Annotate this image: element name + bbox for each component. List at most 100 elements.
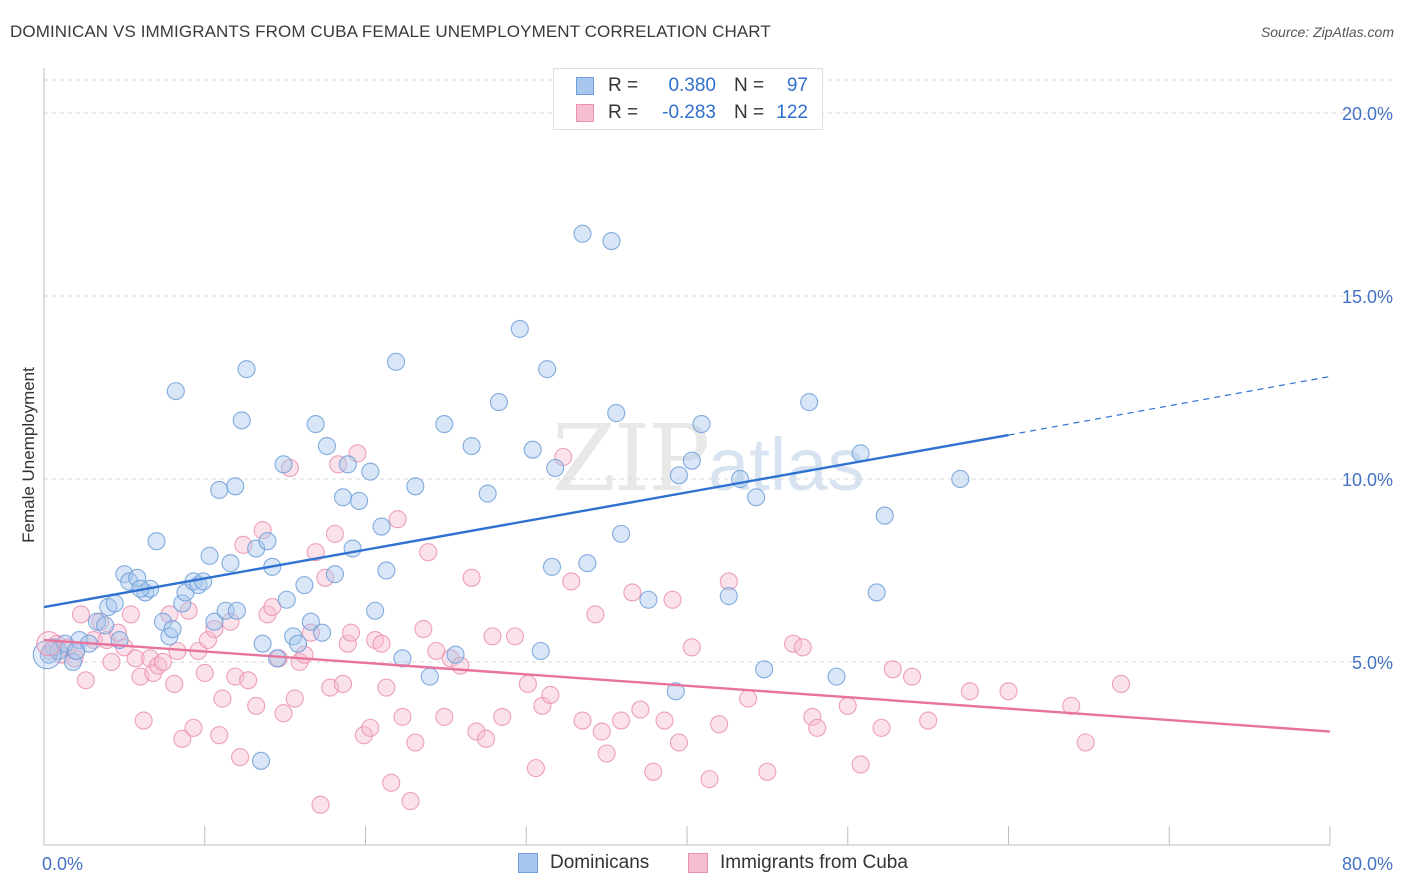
blue-data-point [63,652,82,672]
legend-r-label: R = [608,102,639,123]
pink-data-point [263,598,282,617]
legend-r-label: R = [608,75,639,96]
blue-data-point [546,458,565,478]
pink-data-point [274,704,293,723]
pink-data-point [803,707,822,726]
legend-item-cuba[interactable]: Immigrants from Cuba [688,852,908,874]
y-tick-label: 20.0% [1342,104,1393,124]
chart-title: DOMINICAN VS IMMIGRANTS FROM CUBA FEMALE… [10,22,771,41]
blue-data-point [333,488,353,507]
pink-data-point [631,700,650,719]
blue-data-point [542,557,562,576]
pink-data-point [393,707,412,726]
pink-data-point [505,627,525,646]
pink-data-point [36,631,62,657]
pink-data-point [562,572,581,591]
blue-data-point [268,649,287,668]
pink-data-point [325,524,345,543]
blue-data-point [361,462,380,481]
blue-data-point [377,561,396,580]
source-credit: Source: ZipAtlas.com [1260,24,1394,40]
blue-data-point [221,554,240,573]
blue-data-point [669,466,689,485]
pink-data-point [134,711,153,730]
blue-data-point [372,517,391,536]
blue-data-point [462,436,481,456]
pink-data-point [121,605,140,624]
pink-data-point [333,674,353,693]
y-axis-title: Female Unemployment [19,367,38,543]
pink-data-point [361,718,380,737]
blue-data-point [666,682,685,701]
pink-data-point [682,638,701,657]
pink-data-point [419,543,438,562]
blue-data-point [435,415,454,434]
pink-data-point [210,726,229,745]
blue-data-point [867,583,886,602]
blue-data-point [313,623,332,642]
blue-data-point [258,532,277,551]
pink-data-point [213,689,232,708]
pink-data-point [153,652,173,672]
blue-data-point [105,594,124,613]
pink-data-point [198,630,218,650]
blue-data-point [607,404,626,423]
blue-data-point [251,751,271,770]
blue-data-point [478,484,497,503]
pink-data-point [306,543,325,562]
blue-data-point [800,393,819,412]
blue-data-point [277,590,296,609]
pink-data-point [623,583,642,602]
pink-data-point [329,455,348,474]
pink-data-point [872,718,891,737]
pink-data-point [644,762,663,781]
x-tick-label: 0.0% [42,854,83,874]
blue-data-point [420,667,439,686]
blue-data-point [612,524,631,543]
pink-data-point [165,674,184,693]
blue-data-point [237,360,256,379]
y-tick-label: 10.0% [1342,470,1393,490]
pink-data-point [435,707,454,726]
pink-data-point [401,792,420,811]
pink-data-point [184,718,203,737]
pink-data-point [758,762,777,781]
blue-data-point [531,641,550,661]
pink-data-point [239,671,258,690]
pink-data-point [784,634,803,653]
blue-data-point [274,455,293,474]
pink-data-point [592,722,611,741]
blue-data-point [366,601,385,620]
legend-row-cuba: R = -0.283 N = 122 [576,101,808,125]
y-tick-label: 15.0% [1342,287,1393,307]
pink-data-point [808,718,827,737]
pink-data-point [247,696,266,715]
pink-data-point [655,711,674,730]
pink-data-point [354,726,373,745]
blue-data-point [875,506,894,525]
pink-data-point [406,733,425,752]
legend-n-value: 122 [776,102,808,123]
blue-data-point [489,393,508,412]
legend-row-dominicans: R = 0.380 N = 97 [576,74,808,98]
pink-data-point [851,755,870,774]
blue-data-point [343,539,362,558]
blue-data-point [128,568,147,587]
pink-data-point [467,722,486,741]
blue-data-point [295,576,314,595]
correlation-legend: R = 0.380 N = 97 R = -0.283 N = 122 [553,68,823,130]
legend-swatch-blue [576,77,594,95]
blue-data-point [226,477,245,496]
legend-label-dominicans: Dominicans [550,852,650,873]
legend-item-dominicans[interactable]: Dominicans [518,852,649,874]
pink-data-point [126,649,145,668]
blue-data-point [210,480,229,500]
pink-data-point [372,634,391,653]
blue-data-point [317,436,336,456]
blue-data-point [200,546,219,565]
blue-data-point [173,594,192,613]
legend-n-label: N = [734,75,765,96]
pink-data-point [441,649,460,668]
pink-data-point [960,682,979,701]
